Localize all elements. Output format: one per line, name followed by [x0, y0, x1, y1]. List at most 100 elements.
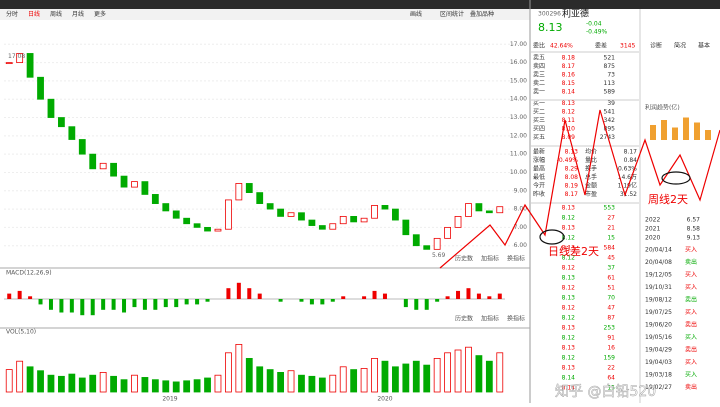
volume-bar — [454, 349, 462, 393]
low-label: 5.69 — [432, 252, 446, 259]
tool-button[interactable]: 叠加品种 — [470, 10, 494, 18]
candle — [151, 194, 159, 204]
stat-value: 8.08 — [565, 174, 579, 181]
volume-bar — [266, 369, 274, 393]
macd-bar — [435, 299, 440, 302]
side-tab[interactable]: 诊断 — [650, 42, 662, 50]
tick-price: 8.13 — [562, 365, 576, 372]
volume-bar — [183, 380, 191, 393]
tick-volume: 70 — [607, 295, 615, 302]
x-axis-label: 2019 — [162, 396, 177, 403]
candle — [392, 208, 399, 221]
book-price: 8.09 — [562, 134, 576, 141]
label: 委差 — [595, 42, 607, 50]
macd-bar — [257, 293, 262, 299]
candle — [287, 212, 295, 217]
book-price: 8.12 — [562, 109, 576, 116]
volume-bar — [329, 374, 337, 393]
tick-volume: 87 — [607, 315, 615, 322]
annotation: 日线差2天 — [548, 244, 599, 258]
volume-bar — [308, 375, 316, 393]
trade-date: 20/04/08 — [645, 259, 672, 266]
tool-button[interactable]: 区间统计 — [440, 10, 464, 18]
macd-bar — [362, 296, 367, 299]
candle — [308, 219, 316, 226]
candle — [371, 205, 378, 219]
book-volume: 521 — [604, 55, 616, 62]
stat-value: 8.13 — [565, 149, 579, 156]
y-tick-label: 11.00 — [510, 151, 527, 158]
tick-volume: 27 — [607, 215, 615, 222]
side-tab[interactable]: 简况 — [674, 42, 686, 50]
volume-bar — [193, 379, 201, 393]
book-price: 8.16 — [562, 72, 576, 79]
volume-bar — [256, 366, 264, 393]
volume-bar — [5, 369, 13, 393]
macd-bar — [456, 290, 461, 299]
high-label: 17.08 — [8, 53, 25, 60]
volume-bar — [496, 352, 504, 393]
tab-bar — [0, 9, 530, 20]
stat-label: 金额 — [585, 182, 597, 190]
y-tick-label: 13.00 — [510, 114, 527, 121]
tick-volume: 159 — [604, 355, 616, 362]
tick-volume: 16 — [607, 345, 615, 352]
volume-bar — [131, 374, 138, 393]
candle — [26, 53, 34, 78]
book-price: 8.15 — [562, 80, 576, 87]
stat-value: 14.6万 — [618, 174, 637, 181]
side-tab[interactable]: 基本 — [698, 42, 710, 50]
x-axis-label: 2020 — [377, 396, 392, 403]
macd-bar — [17, 290, 22, 299]
candle — [423, 245, 431, 250]
period-tab[interactable]: 日线 — [28, 10, 40, 18]
stat-value: 0.63% — [618, 166, 637, 173]
macd-bar — [153, 299, 158, 310]
volume-bar — [412, 360, 420, 393]
indicator-button[interactable]: 历史数 — [455, 255, 473, 263]
indicator-button[interactable]: 历史数 — [455, 315, 473, 323]
macd-bar — [497, 293, 502, 299]
trade-date: 19/05/16 — [645, 334, 672, 341]
macd-bar — [142, 299, 147, 310]
year: 2021 — [645, 226, 660, 233]
volume-bar — [78, 377, 86, 393]
candle — [350, 215, 358, 223]
volume-bar — [423, 364, 431, 393]
stat-value: 0.84 — [624, 157, 638, 164]
volume-bar — [68, 373, 76, 393]
volume-bar — [350, 369, 358, 393]
book-price: 8.11 — [562, 117, 576, 124]
indicator-button[interactable]: 换指标 — [507, 255, 525, 263]
period-tab[interactable]: 分时 — [6, 10, 18, 18]
period-tab[interactable]: 周线 — [50, 10, 62, 18]
macd-bar — [174, 299, 179, 308]
macd-bar — [236, 282, 241, 299]
stat-label: 市盈 — [585, 190, 597, 198]
tick-price: 8.12 — [562, 335, 576, 342]
book-label: 买五 — [533, 133, 545, 141]
macd-bar — [195, 299, 200, 305]
year-value: 9.13 — [687, 235, 701, 242]
trade-action: 卖出 — [685, 321, 697, 329]
macd-bar — [309, 299, 314, 305]
candle — [329, 223, 337, 230]
indicator-label: VOL(5,10) — [6, 329, 36, 336]
trade-date: 19/02/27 — [645, 384, 672, 391]
stat-label: 涨幅 — [533, 156, 545, 164]
candle — [485, 210, 493, 214]
book-label: 买二 — [533, 108, 545, 116]
indicator-button[interactable]: 换指标 — [507, 315, 525, 323]
tool-button[interactable]: 画线 — [410, 10, 422, 18]
indicator-button[interactable]: 加指标 — [481, 315, 499, 323]
candle — [235, 183, 243, 201]
tick-volume: 253 — [604, 325, 616, 332]
period-tab[interactable]: 更多 — [94, 10, 106, 18]
trade-date: 19/07/25 — [645, 309, 672, 316]
candle — [89, 153, 97, 170]
indicator-button[interactable]: 加指标 — [481, 255, 499, 263]
trade-date: 20/04/14 — [645, 247, 672, 254]
book-volume: 875 — [604, 63, 616, 70]
volume-bar — [339, 366, 347, 393]
period-tab[interactable]: 月线 — [72, 10, 84, 18]
